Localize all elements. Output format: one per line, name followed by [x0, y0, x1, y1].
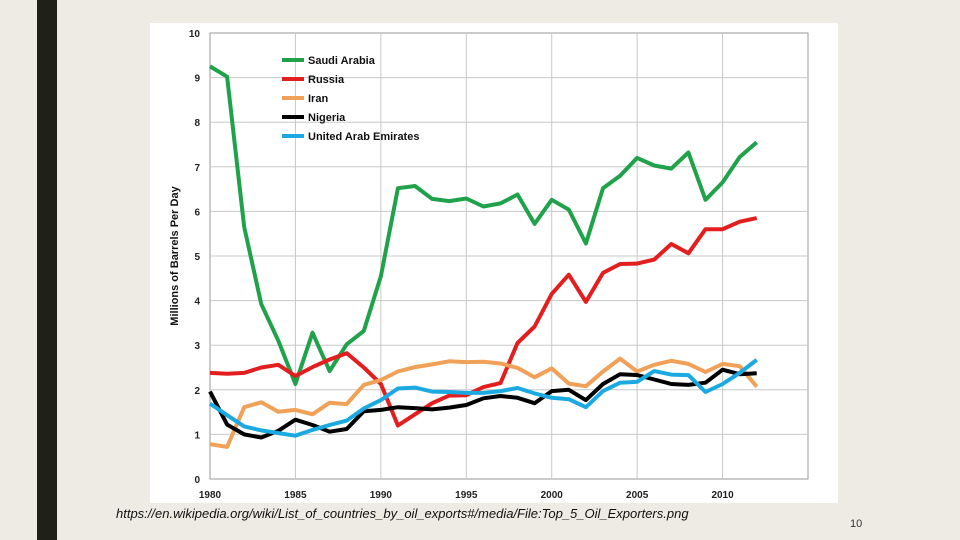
series-line-iran: [209, 356, 759, 449]
legend-label-united-arab-emirates: United Arab Emirates: [308, 131, 419, 143]
y-tick-label: 5: [194, 252, 200, 263]
y-tick-label: 0: [194, 475, 200, 486]
legend-label-iran: Iran: [308, 93, 328, 105]
left-accent-bar: [37, 0, 57, 540]
series-line-saudi-arabia: [208, 64, 759, 386]
x-tick-label: 2010: [711, 490, 734, 501]
y-tick-label: 9: [194, 74, 200, 85]
line-chart: 0 1 2 3 4 5 6 7 8 9 10 1980 1985 1990 1995 2000 2005 2010…: [169, 29, 809, 501]
legend-label-saudi-arabia: Saudi Arabia: [308, 55, 376, 67]
source-link[interactable]: https://en.wikipedia.org/wiki/List_of_co…: [116, 506, 689, 521]
y-tick-label: 6: [194, 207, 200, 218]
x-tick-label: 1995: [455, 490, 478, 501]
series-line-russia: [209, 216, 758, 428]
x-tick-label: 2005: [626, 490, 649, 501]
y-tick-label: 8: [194, 118, 200, 129]
series-line-united-arab-emirates: [208, 358, 758, 438]
y-tick-label: 1: [194, 430, 200, 441]
series-line-nigeria: [208, 367, 757, 440]
x-tick-label: 1980: [199, 490, 222, 501]
x-tick-label: 1985: [284, 490, 307, 501]
legend-label-russia: Russia: [308, 74, 345, 86]
y-tick-label: 10: [189, 29, 201, 40]
legend-label-nigeria: Nigeria: [308, 112, 346, 124]
y-axis-label: Millions of Barrels Per Day: [169, 185, 181, 325]
y-tick-label: 2: [194, 386, 200, 397]
y-tick-label: 7: [194, 163, 200, 174]
page-number: 10: [850, 518, 863, 530]
x-tick-label: 1990: [370, 490, 393, 501]
y-tick-label: 3: [194, 341, 200, 352]
chart-card: 0 1 2 3 4 5 6 7 8 9 10 1980 1985 1990 1995 2000 2005 2010…: [150, 23, 838, 503]
x-tick-label: 2000: [541, 490, 564, 501]
y-tick-label: 4: [194, 297, 200, 308]
